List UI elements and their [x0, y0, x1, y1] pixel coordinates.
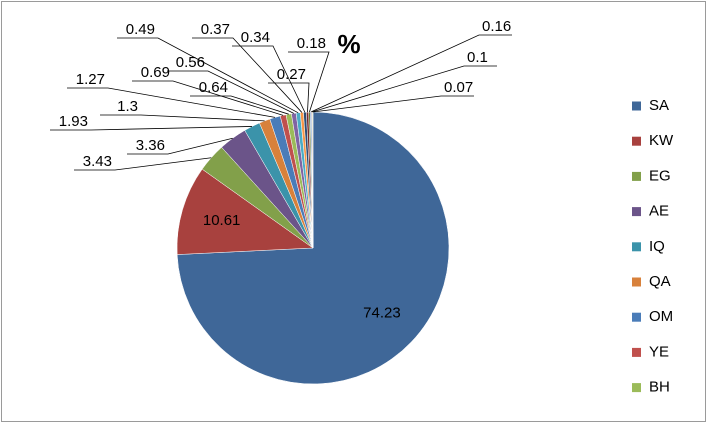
data-label: 0.18	[297, 35, 326, 52]
legend-swatch	[632, 242, 641, 252]
data-label: 0.37	[201, 21, 230, 38]
leader-line	[312, 95, 474, 113]
legend-label: KW	[649, 132, 674, 149]
legend-swatch	[632, 277, 641, 287]
leader-line	[117, 37, 299, 114]
legend-swatch	[632, 136, 641, 146]
data-label: 0.56	[176, 54, 205, 71]
data-label: 3.36	[136, 137, 165, 154]
data-label: 0.1	[467, 49, 488, 66]
legend-label: YE	[649, 343, 669, 360]
data-label: 1.27	[76, 71, 105, 88]
pie-slice	[176, 168, 314, 255]
leader-line	[67, 87, 276, 118]
data-label: 0.49	[126, 21, 155, 38]
legend-swatch	[632, 383, 641, 393]
leader-line	[100, 114, 265, 122]
leader-line	[190, 95, 289, 115]
leader-line	[288, 51, 330, 113]
leader-line	[167, 70, 294, 114]
legend-label: OM	[649, 308, 673, 325]
data-label: 0.07	[444, 79, 473, 96]
leader-line	[268, 82, 310, 113]
legend-label: QA	[649, 273, 671, 290]
legend-swatch	[632, 312, 641, 322]
legend-swatch	[632, 171, 641, 181]
legend-swatch	[632, 101, 641, 111]
data-label: 1.93	[59, 113, 88, 130]
legend-label: BH	[649, 379, 670, 396]
leader-line	[310, 34, 512, 113]
leader-line	[132, 80, 284, 116]
leader-line	[232, 45, 306, 113]
data-label: 0.16	[482, 18, 511, 35]
data-label: 0.64	[199, 79, 228, 96]
legend-label: EG	[649, 167, 671, 184]
legend-label: SA	[649, 97, 669, 114]
leader-line	[74, 157, 212, 171]
leader-line	[127, 137, 233, 155]
leader-line	[50, 126, 252, 131]
legend-label: IQ	[649, 238, 665, 255]
data-label: 0.69	[141, 64, 170, 81]
data-label: 0.34	[241, 29, 270, 46]
data-label: 3.43	[83, 153, 112, 170]
leader-line	[192, 37, 303, 113]
chart-title: %	[337, 29, 360, 59]
data-label: 0.27	[277, 66, 306, 83]
legend-swatch	[632, 347, 641, 357]
data-label: 10.61	[203, 212, 241, 229]
data-label: 1.3	[117, 98, 138, 115]
legend-swatch	[632, 207, 641, 217]
leader-line	[311, 65, 497, 113]
data-label: 74.23	[363, 305, 401, 322]
legend-label: AE	[649, 203, 669, 220]
